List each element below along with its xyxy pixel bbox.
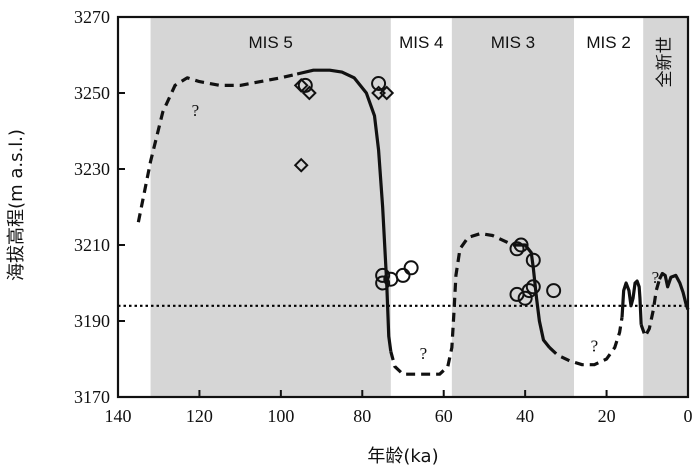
circle-point: [375, 275, 391, 291]
band-label: MIS 2: [586, 33, 630, 52]
y-tick-label: 3250: [74, 83, 110, 103]
series-line-inferred-6: [639, 278, 662, 338]
annotation-question: ?: [420, 344, 428, 363]
series-line-observed-1: [296, 68, 393, 352]
x-tick-label: 80: [353, 406, 371, 426]
x-tick-label: 40: [516, 406, 534, 426]
series-line-inferred-4: [548, 316, 624, 367]
y-tick-label: 3230: [74, 159, 110, 179]
circle-point: [395, 267, 411, 283]
x-tick-label: 20: [598, 406, 616, 426]
series-line-inferred-0: [136, 72, 298, 223]
diamond-point: [293, 157, 309, 173]
x-axis-title: 年龄(ka): [367, 446, 438, 467]
series-line-inferred-2: [389, 232, 514, 376]
y-tick-label: 3210: [74, 235, 110, 255]
x-tick-label: 60: [435, 406, 453, 426]
y-axis-title: 海拔高程(m a.s.l.): [6, 129, 27, 281]
circle-point: [375, 267, 391, 283]
x-tick-label: 100: [267, 406, 294, 426]
band-label: MIS 5: [248, 33, 292, 52]
series-line-observed-7: [658, 271, 690, 311]
x-tick-label: 0: [684, 406, 693, 426]
y-tick-label: 3190: [74, 311, 110, 331]
circle-point: [297, 77, 313, 93]
x-tick-label: 140: [105, 406, 132, 426]
circle-point: [371, 76, 387, 91]
band-shade-0: [150, 17, 391, 397]
y-tick-label: 3270: [74, 7, 110, 27]
circle-point: [509, 241, 525, 257]
band-label: MIS 4: [399, 33, 443, 52]
band-shade-4: [643, 17, 688, 397]
circle-point: [525, 279, 541, 295]
circle-point: [403, 260, 419, 276]
diamond-point: [379, 85, 395, 101]
band-shade-2: [451, 17, 574, 397]
band-label: MIS 3: [491, 33, 535, 52]
circle-point: [513, 237, 529, 253]
series-line-observed-3: [512, 243, 551, 349]
circle-point: [517, 290, 533, 306]
circle-point: [521, 283, 537, 299]
plot-frame: [116, 15, 690, 399]
annotation-question: ?: [591, 336, 599, 355]
annotation-question: ?: [652, 268, 660, 287]
circle-point: [525, 252, 541, 268]
annotation-question: ?: [192, 101, 200, 120]
series-line-observed-5: [620, 279, 643, 325]
band-label: 全新世: [655, 37, 674, 88]
circle-point: [546, 283, 562, 299]
y-tick-label: 3170: [74, 387, 110, 407]
x-tick-label: 120: [186, 406, 213, 426]
